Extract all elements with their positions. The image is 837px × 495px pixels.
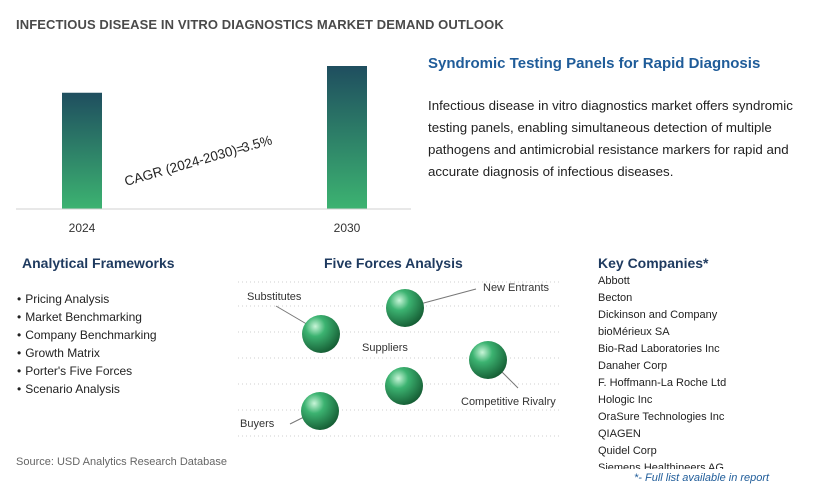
framework-item: Company Benchmarking (17, 326, 156, 344)
framework-item: Scenario Analysis (17, 380, 157, 398)
company-item: QIAGEN (598, 428, 641, 440)
sphere-suppliers (385, 367, 423, 405)
page-title: INFECTIOUS DISEASE IN VITRO DIAGNOSTICS … (16, 17, 504, 32)
footnote: *- Full list available in report (634, 472, 770, 484)
companies-title: Key Companies* (598, 255, 709, 271)
description: Infectious disease in vitro diagnostics … (428, 98, 793, 179)
company-item: Quidel Corp (598, 445, 657, 457)
company-item: Dickinson and Company (598, 309, 718, 321)
company-item: Siemens Healthineers AG (598, 462, 724, 469)
sphere-substitutes (302, 315, 340, 353)
frameworks-list: Pricing Analysis Market Benchmarking Com… (17, 290, 157, 398)
x-tick-label: 2030 (334, 221, 361, 235)
framework-item: Market Benchmarking (17, 308, 157, 326)
force-label-new-entrants: New Entrants (483, 282, 550, 294)
force-label-buyers: Buyers (240, 418, 275, 430)
framework-item: Pricing Analysis (17, 290, 157, 308)
five-forces-title: Five Forces Analysis (324, 255, 463, 271)
company-item: Hologic Inc (598, 394, 653, 406)
sphere-competitive-rivalry (469, 341, 507, 379)
sphere-buyers (301, 392, 339, 430)
bar-2030 (327, 66, 367, 209)
company-item: OraSure Technologies Inc (598, 411, 725, 423)
framework-item: Porter's Five Forces (17, 362, 157, 380)
company-item: Danaher Corp (598, 360, 668, 372)
company-item: bioMérieux SA (598, 326, 670, 338)
x-tick-label: 2024 (69, 221, 96, 235)
companies-list: Abbott Becton Dickinson and Company bioM… (598, 273, 798, 469)
headline: Syndromic Testing Panels for Rapid Diagn… (428, 55, 761, 72)
force-label-competitive-rivalry: Competitive Rivalry (461, 396, 556, 408)
company-item: Bio-Rad Laboratories Inc (598, 343, 720, 355)
company-item: F. Hoffmann-La Roche Ltd (598, 377, 727, 389)
frameworks-title: Analytical Frameworks (22, 255, 175, 271)
company-item: Becton (598, 292, 633, 304)
company-item: Abbott (598, 275, 630, 287)
force-label-substitutes: Substitutes (247, 291, 302, 303)
bar-2024 (62, 92, 102, 209)
framework-item: Growth Matrix (17, 344, 157, 362)
source-note: Source: USD Analytics Research Database (16, 456, 227, 468)
force-label-suppliers: Suppliers (362, 342, 408, 354)
sphere-new-entrants (386, 289, 424, 327)
